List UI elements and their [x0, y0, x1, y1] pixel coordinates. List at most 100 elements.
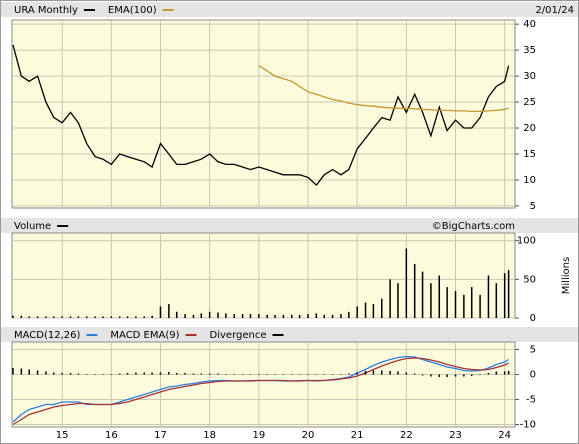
bar: [110, 316, 113, 318]
bar: [12, 368, 14, 375]
bar: [487, 275, 490, 318]
bar: [438, 275, 441, 318]
bar: [28, 369, 30, 375]
bar: [397, 371, 399, 375]
bar: [192, 314, 195, 318]
bar: [94, 316, 96, 318]
y-tick-label: 10: [523, 175, 536, 186]
bar: [135, 372, 137, 375]
bar: [225, 313, 227, 318]
bar: [200, 313, 203, 318]
legend-label: Volume: [14, 221, 51, 232]
bar: [241, 314, 244, 318]
bar: [315, 313, 318, 318]
y-tick-label: -10: [520, 420, 536, 431]
bar: [323, 314, 325, 318]
bar: [36, 370, 39, 375]
bar: [454, 374, 457, 377]
bar: [168, 372, 170, 375]
bar: [208, 311, 211, 318]
bar: [331, 314, 334, 318]
bar: [249, 314, 252, 318]
bar: [503, 371, 506, 375]
bar: [307, 314, 309, 318]
bar: [446, 374, 448, 377]
bar: [389, 371, 391, 375]
bar: [102, 374, 104, 375]
bar: [249, 374, 252, 375]
bar: [381, 370, 383, 375]
bar: [102, 316, 104, 318]
bar: [495, 371, 498, 375]
bar: [143, 372, 146, 375]
bar: [507, 371, 510, 375]
x-tick-label: 18: [203, 430, 216, 441]
bar: [208, 373, 211, 375]
bar: [413, 263, 416, 318]
legend-label: EMA(100): [108, 5, 157, 16]
legend-label: MACD EMA(9): [110, 330, 179, 341]
y-tick-label: 30: [523, 71, 536, 82]
bar: [372, 304, 375, 318]
panel-header: [1, 218, 578, 233]
series-line: [12, 44, 510, 187]
y-tick-label: 5: [530, 345, 536, 356]
bar: [397, 283, 399, 318]
bar: [413, 373, 416, 375]
bar: [348, 311, 350, 318]
x-tick-label: 19: [252, 430, 265, 441]
bar: [470, 374, 473, 376]
bar: [12, 315, 14, 318]
bar: [36, 316, 39, 318]
bar: [389, 279, 391, 318]
series-line: [258, 65, 509, 113]
bar: [77, 316, 80, 318]
bar: [77, 373, 80, 375]
y-tick-label: 50: [523, 274, 536, 285]
bar: [438, 374, 441, 377]
bar: [110, 374, 113, 375]
bar: [298, 314, 301, 318]
legend-label: MACD(12,26): [14, 330, 81, 341]
legend-label: Divergence: [210, 330, 267, 341]
bar: [53, 372, 55, 375]
panel-header: [1, 2, 578, 17]
y-tick-label: 35: [523, 45, 536, 56]
y-tick-label: 40: [523, 19, 536, 30]
bar: [217, 312, 219, 318]
bar: [479, 374, 481, 375]
bar: [61, 373, 63, 375]
bar: [94, 374, 96, 375]
y-tick-label: 25: [523, 97, 536, 108]
bar: [470, 287, 473, 318]
bar: [298, 374, 301, 375]
bar: [151, 315, 153, 318]
bar: [372, 370, 375, 375]
bar: [405, 248, 408, 318]
bar: [430, 374, 432, 377]
bar: [274, 374, 276, 375]
bar: [340, 374, 342, 375]
bar: [45, 316, 47, 318]
bar: [291, 314, 293, 318]
bar: [348, 373, 350, 375]
bar: [175, 373, 178, 375]
bar: [487, 373, 490, 375]
x-tick-label: 22: [400, 430, 413, 441]
plot-area: [11, 19, 516, 209]
bar: [421, 271, 424, 318]
bar: [463, 374, 465, 377]
x-tick-label: 15: [56, 430, 69, 441]
bar: [266, 374, 268, 375]
bar: [274, 314, 276, 318]
watermark: ©BigCharts.com: [432, 221, 515, 232]
x-tick-label: 21: [351, 430, 364, 441]
bar: [53, 316, 55, 318]
bar: [241, 374, 244, 375]
bar: [307, 374, 309, 375]
bar: [323, 374, 325, 375]
x-tick-label: 17: [154, 430, 167, 441]
bar: [20, 315, 23, 318]
bar: [175, 311, 178, 318]
